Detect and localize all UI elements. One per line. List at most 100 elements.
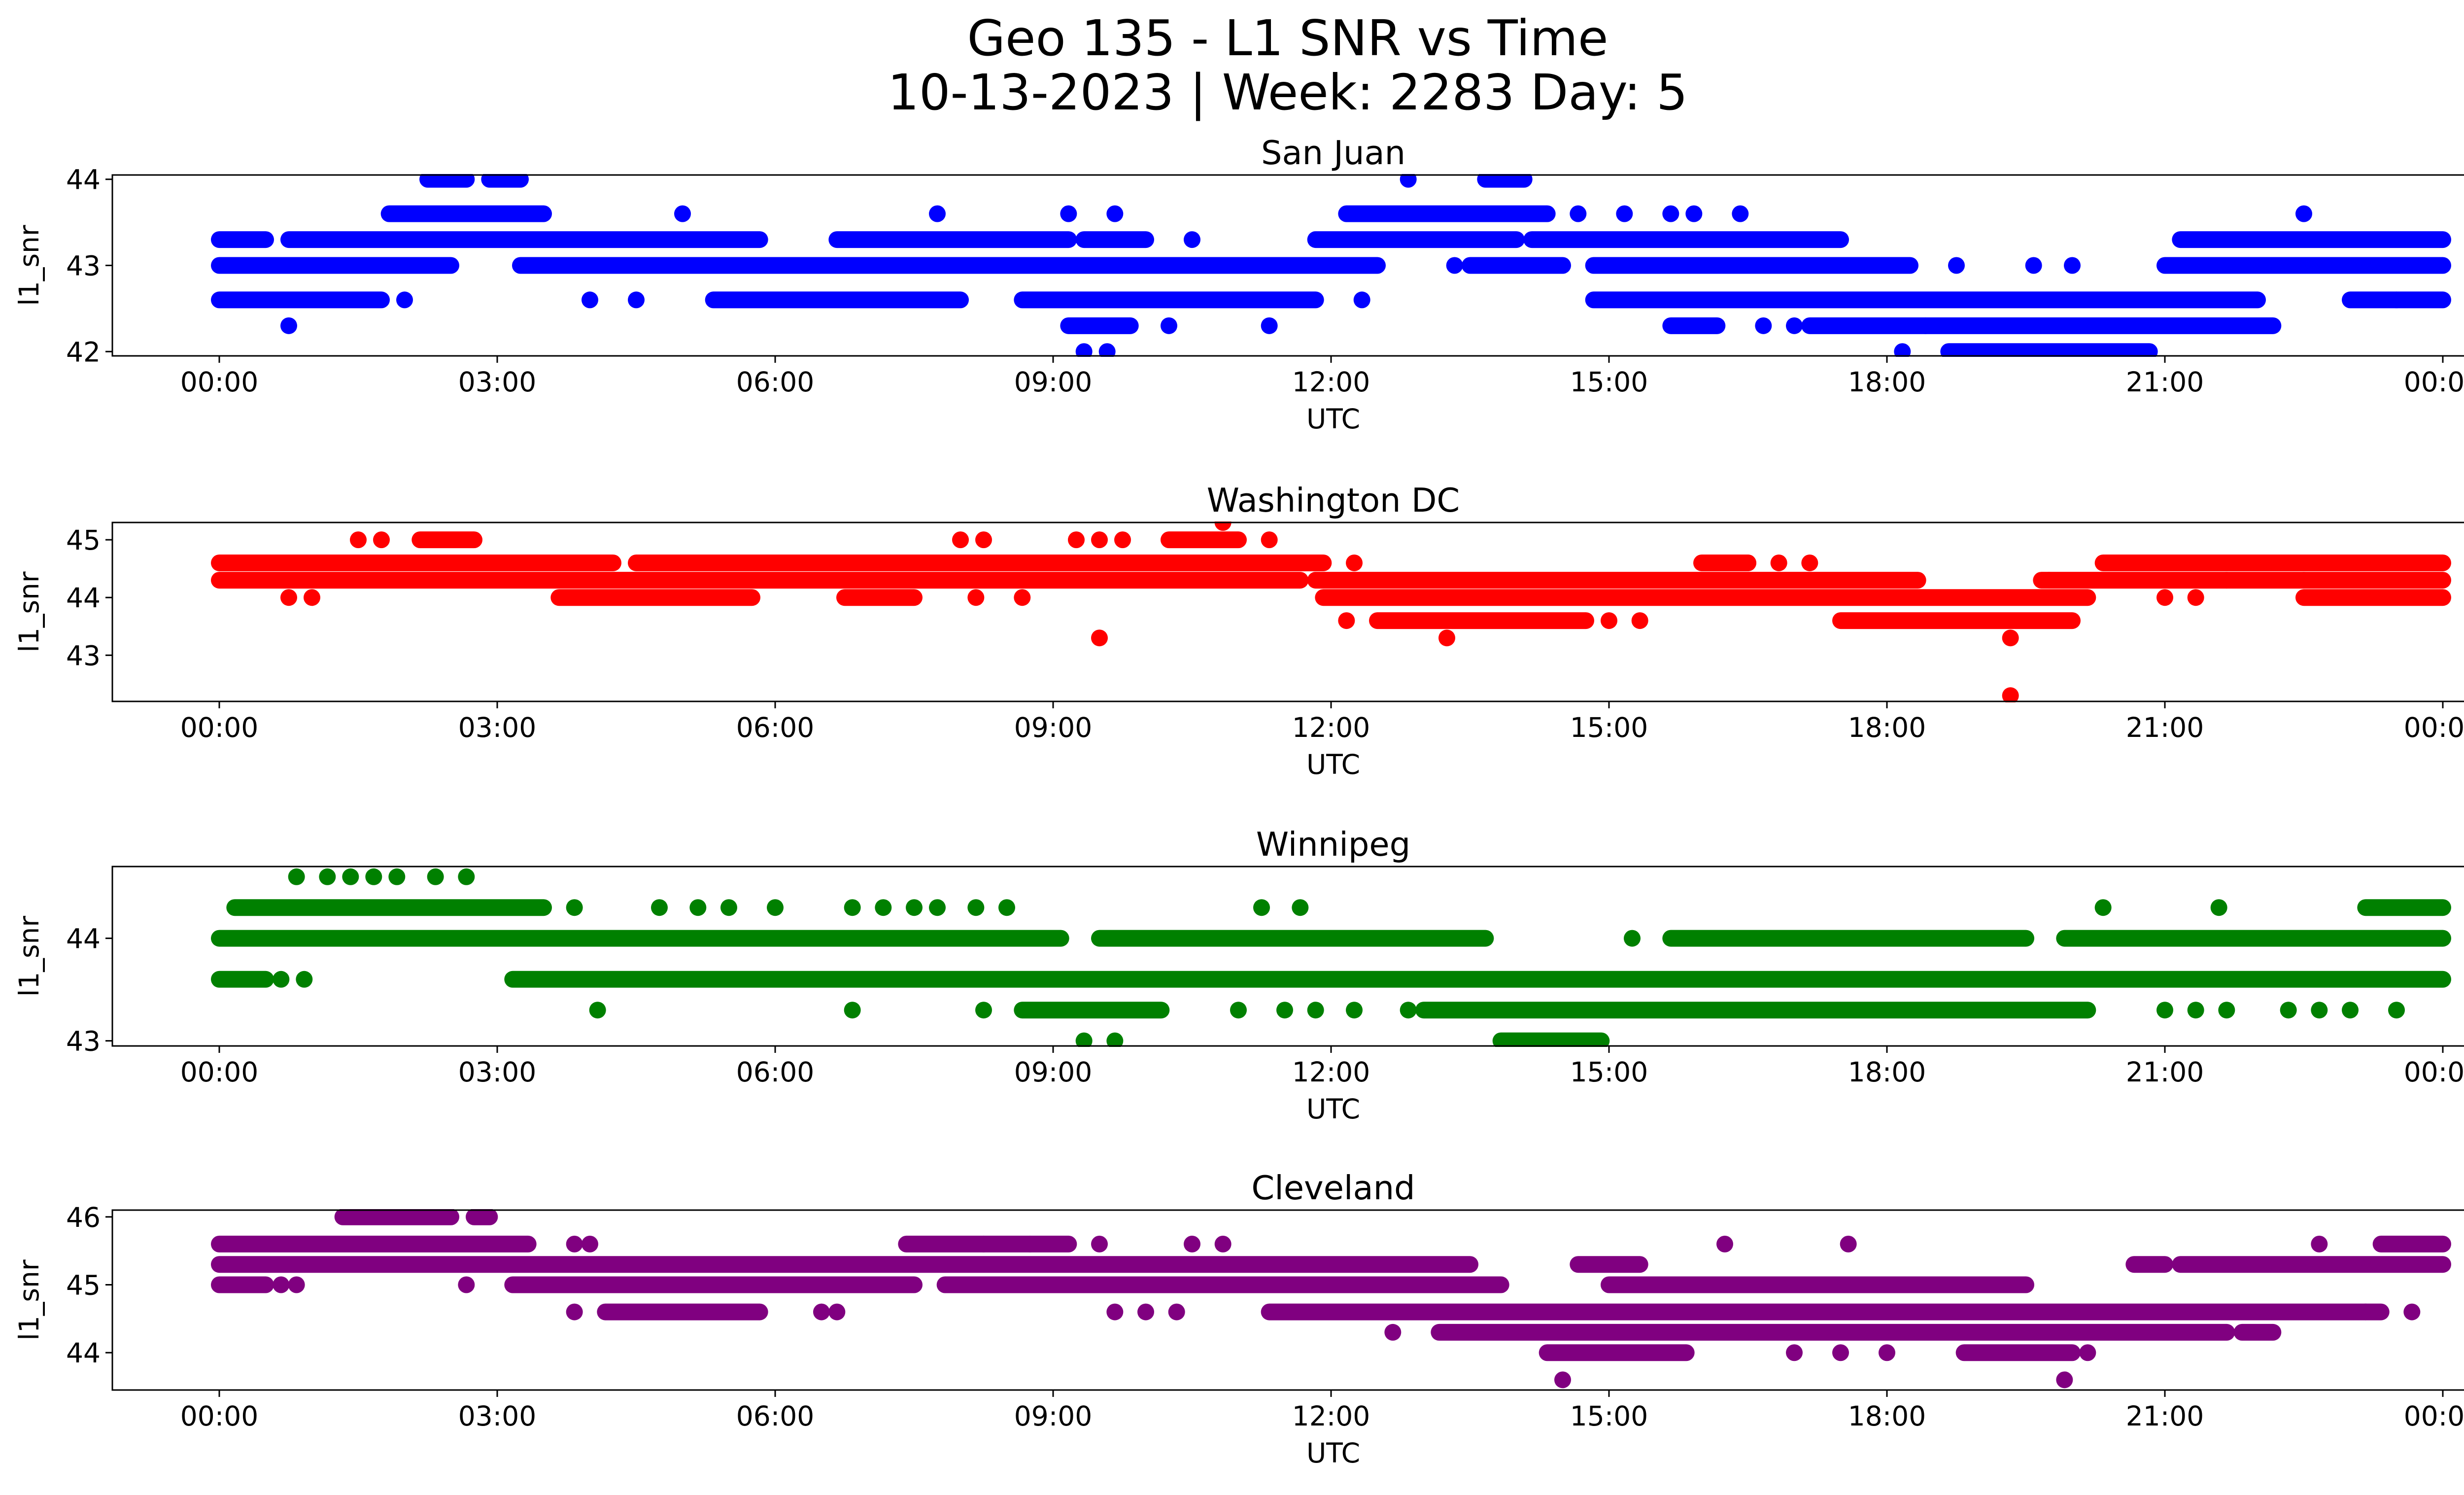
data-point — [1161, 317, 1177, 334]
data-point — [1230, 1002, 1247, 1019]
data-point — [1400, 1002, 1417, 1019]
x-tick-label: 00:00 — [2404, 366, 2464, 398]
data-point — [566, 1235, 583, 1252]
data-point — [844, 1002, 861, 1019]
x-tick-label: 03:00 — [458, 366, 537, 398]
x-tick-label: 21:00 — [2126, 1400, 2204, 1432]
series-markers — [211, 174, 2451, 357]
x-tick-label: 06:00 — [736, 1056, 815, 1088]
data-point — [2295, 572, 2312, 589]
x-axis-label: UTC — [1306, 749, 1360, 780]
data-point — [1786, 1344, 1803, 1361]
subplot-title: San Juan — [1261, 134, 1405, 172]
data-point — [342, 868, 359, 885]
series-markers — [211, 522, 2451, 702]
x-tick-label: 00:00 — [180, 1056, 259, 1088]
data-point — [1261, 531, 1278, 549]
data-point — [2156, 1002, 2173, 1019]
data-point — [1662, 205, 1679, 222]
data-point — [929, 205, 946, 222]
data-point — [1554, 1371, 1571, 1389]
x-tick-label: 09:00 — [1014, 366, 1093, 398]
subplot-2: Washington DC 00:00 03:00 06:00 09:00 12:00 15… — [13, 481, 2464, 780]
data-point — [1879, 1344, 1895, 1361]
data-point — [1091, 1235, 1108, 1252]
x-tick-label: 00:00 — [2404, 1400, 2464, 1432]
data-point — [2002, 629, 2019, 647]
x-tick-label: 21:00 — [2126, 1056, 2204, 1088]
subplot-title: Winnipeg — [1256, 825, 1410, 864]
x-axis-label: UTC — [1306, 1093, 1360, 1125]
y-tick-label: 44 — [66, 164, 101, 196]
data-point — [296, 971, 313, 988]
data-point — [1014, 589, 1031, 606]
data-point — [458, 1276, 475, 1293]
x-tick-label: 12:00 — [1292, 712, 1370, 743]
y-tick-label: 44 — [66, 582, 101, 614]
data-point — [1400, 174, 1417, 188]
data-point — [1840, 1235, 1857, 1252]
data-point — [1114, 531, 1131, 549]
x-tick-label: 12:00 — [1292, 1400, 1370, 1432]
x-tick-label: 09:00 — [1014, 1400, 1093, 1432]
x-tick-label: 09:00 — [1014, 712, 1093, 743]
data-point — [1732, 205, 1749, 222]
data-point — [1098, 343, 1116, 357]
x-tick-label: 00:00 — [2404, 712, 2464, 743]
data-point — [1106, 1303, 1124, 1321]
data-point — [844, 899, 861, 916]
series-markers — [211, 868, 2451, 1047]
data-point — [975, 531, 992, 549]
y-tick-label: 46 — [66, 1202, 101, 1233]
y-tick-label: 45 — [66, 524, 101, 556]
x-tick-label: 18:00 — [1848, 712, 1926, 743]
x-tick-label: 15:00 — [1570, 1056, 1648, 1088]
data-point — [1438, 629, 1455, 647]
data-point — [906, 899, 923, 916]
data-point — [1894, 343, 1911, 357]
data-point — [2311, 1002, 2328, 1019]
data-point — [1214, 522, 1232, 531]
data-point — [2311, 1235, 2328, 1252]
data-point — [1353, 291, 1370, 309]
data-point — [427, 868, 444, 885]
data-point — [875, 899, 892, 916]
data-point — [1091, 629, 1108, 647]
x-tick-label: 03:00 — [458, 1056, 537, 1088]
data-point — [273, 1276, 290, 1293]
data-point — [1716, 1235, 1733, 1252]
data-point — [1022, 1235, 1038, 1252]
data-point — [2187, 1002, 2204, 1019]
x-tick-label: 18:00 — [1848, 1400, 1926, 1432]
data-point — [1091, 531, 1108, 549]
y-tick-label: 43 — [66, 640, 101, 671]
data-point — [2094, 899, 2112, 916]
y-tick-label: 45 — [66, 1270, 101, 1301]
x-tick-label: 00:00 — [180, 712, 259, 743]
plot-frame — [111, 1209, 2464, 1391]
data-point — [2388, 291, 2405, 309]
data-point — [582, 291, 598, 309]
x-axis-label: UTC — [1306, 403, 1360, 435]
data-point — [1801, 554, 1818, 571]
y-axis-label: l1_snr — [13, 916, 45, 997]
y-axis-label: l1_snr — [13, 225, 45, 306]
subplot-3: Winnipeg 00:00 03:00 06:00 09:00 12:00 15:00 18… — [13, 825, 2464, 1125]
data-point — [1631, 612, 1648, 629]
data-point — [1276, 1002, 1293, 1019]
data-point — [967, 899, 985, 916]
data-point — [1384, 1323, 1402, 1341]
data-point — [2403, 1303, 2421, 1321]
data-point — [350, 531, 367, 549]
x-tick-label: 00:00 — [180, 1400, 259, 1432]
y-axis-label: l1_snr — [13, 571, 45, 652]
data-point — [975, 1002, 992, 1019]
data-point — [1446, 257, 1463, 274]
data-point — [1214, 1235, 1232, 1252]
data-point — [1832, 1344, 1849, 1361]
data-point — [2041, 572, 2057, 589]
data-point — [1261, 317, 1278, 334]
data-point — [373, 531, 390, 549]
data-point — [1346, 1002, 1363, 1019]
